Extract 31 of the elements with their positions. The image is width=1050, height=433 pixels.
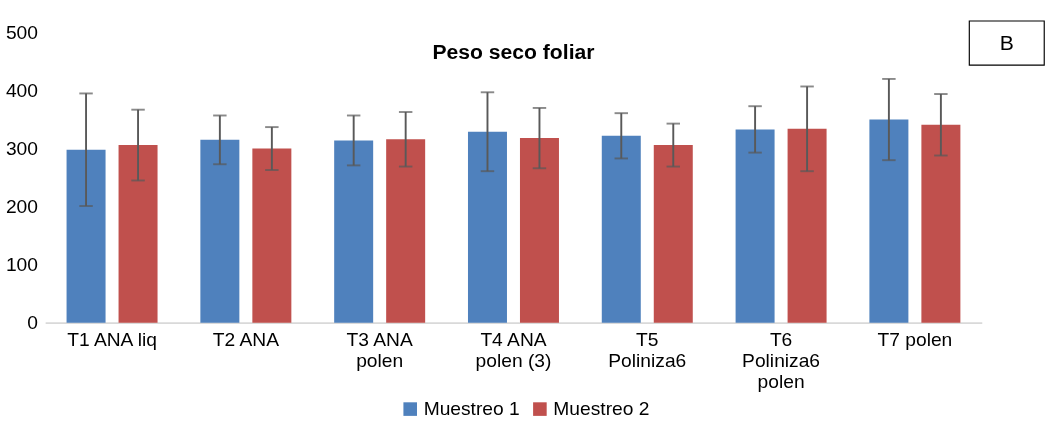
x-tick-label: T7 polen	[877, 329, 953, 351]
text: B	[999, 30, 1014, 54]
y-tick-label: 400	[5, 79, 38, 101]
chart-title: Peso seco foliar	[432, 39, 595, 63]
x-tick-label: T1 ANA liq	[67, 329, 157, 351]
y-tick-label: 300	[5, 137, 38, 159]
bar	[334, 140, 374, 323]
bar	[869, 119, 909, 323]
bar	[252, 148, 292, 323]
y-tick-label: 500	[5, 21, 38, 43]
x-tick-label: T6 Poliniza6 polen	[742, 329, 821, 393]
y-tick-label: 200	[5, 195, 38, 217]
bar	[653, 145, 693, 323]
bar	[386, 139, 426, 323]
legend-label: Muestreo 2	[553, 397, 650, 419]
legend-label: Muestreo 1	[423, 397, 520, 419]
x-tick-label: T4 ANA polen (3)	[475, 329, 552, 372]
bar	[200, 139, 240, 323]
bar	[519, 138, 559, 323]
x-tick-label: T5 Poliniza6	[608, 329, 687, 372]
bar	[921, 124, 961, 323]
bar	[601, 135, 641, 323]
bar	[787, 128, 827, 323]
y-tick-label: 100	[5, 253, 38, 275]
bar	[735, 129, 775, 323]
bar	[467, 131, 507, 323]
bar	[118, 145, 158, 323]
x-tick-label: T2 ANA	[212, 329, 280, 351]
y-tick-label: 0	[27, 311, 38, 333]
x-tick-label: T3 ANA polen	[346, 329, 413, 372]
bar	[66, 149, 106, 323]
